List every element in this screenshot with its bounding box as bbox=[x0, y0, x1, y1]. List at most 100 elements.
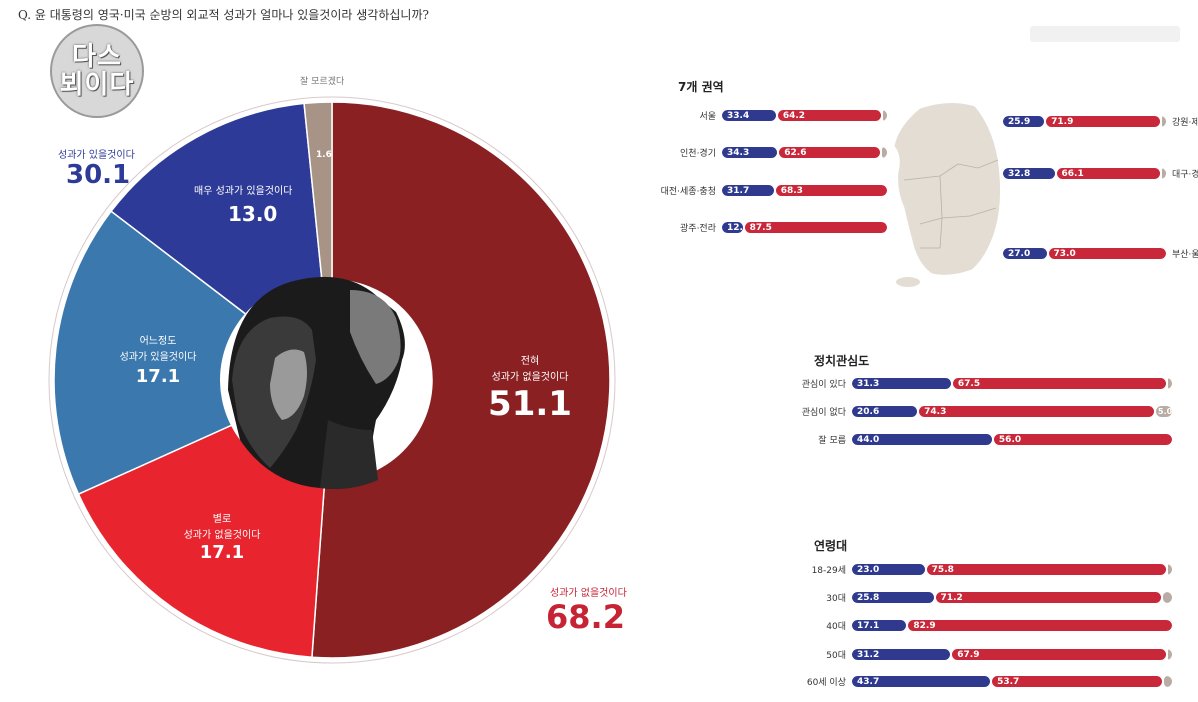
region-row-1-red: 64.2 bbox=[777, 110, 882, 121]
interest-row-2-label: 관심이 없다 bbox=[801, 408, 846, 418]
age-row-3-red: 82.9 bbox=[908, 620, 1172, 631]
age-row-1-blue: 23.0 bbox=[852, 564, 925, 575]
age-row-5-label: 60세 이상 bbox=[806, 678, 846, 688]
group-no-label: 성과가 없을것이다 bbox=[550, 588, 627, 599]
outer-ring bbox=[48, 96, 616, 664]
interest-row-1-red: 67.5 bbox=[952, 378, 1167, 389]
none-no-value: 51.1 bbox=[488, 384, 572, 424]
watermark bbox=[1030, 26, 1180, 42]
regions-title: 7개 권역 bbox=[678, 80, 724, 94]
interest-row-2-grey: 5.0 bbox=[1156, 406, 1172, 417]
age-row-5-rest bbox=[1163, 676, 1172, 687]
age-row-2-blue: 25.8 bbox=[852, 592, 934, 603]
region-row-5-red: 71.9 bbox=[1046, 116, 1161, 127]
region-row-3-label: 대전·세종·충청 bbox=[660, 187, 716, 197]
korea-map bbox=[893, 102, 1002, 287]
region-row-5: 25.9 71.9 bbox=[1003, 116, 1166, 127]
age-row-3-blue: 17.1 bbox=[852, 620, 907, 631]
little-no-label-1: 별로 bbox=[212, 514, 232, 525]
interest-row-3-label: 잘 모름 bbox=[818, 436, 846, 446]
age-row-1: 23.0 75.8 bbox=[852, 564, 1172, 575]
little-no-label-2: 성과가 없을것이다 bbox=[183, 530, 261, 541]
age-row-3-label: 40대 bbox=[826, 622, 846, 632]
little-no-value: 17.1 bbox=[199, 542, 245, 563]
region-row-6: 32.8 66.1 bbox=[1003, 168, 1166, 179]
region-row-2-label: 인천·경기 bbox=[680, 149, 716, 159]
interest-title: 정치관심도 bbox=[814, 354, 870, 368]
region-row-1: 33.4 64.2 bbox=[722, 110, 887, 121]
region-row-1-blue: 33.4 bbox=[722, 110, 776, 121]
interest-row-3-red: 56.0 bbox=[993, 434, 1172, 445]
region-row-7-label: 부산·울 bbox=[1172, 250, 1198, 260]
interest-row-3: 44.0 56.0 bbox=[852, 434, 1172, 445]
region-row-6-red: 66.1 bbox=[1056, 168, 1161, 179]
region-row-7-blue: 27.0 bbox=[1003, 248, 1047, 259]
age-row-1-rest bbox=[1168, 564, 1172, 575]
region-row-3: 31.7 68.3 bbox=[722, 185, 887, 196]
center-photo bbox=[220, 276, 420, 489]
some-yes-label-2: 성과가 있을것이다 bbox=[119, 352, 197, 363]
age-title: 연령대 bbox=[814, 539, 848, 553]
question-text: Q. 윤 대통령의 영국·미국 순방의 외교적 성과가 얼마나 있을것이라 생각… bbox=[18, 8, 429, 22]
channel-logo: 다스 뵈이다 bbox=[50, 24, 144, 118]
region-row-2-blue: 34.3 bbox=[722, 147, 778, 158]
donut-chart bbox=[48, 96, 616, 664]
group-yes-label: 성과가 있을것이다 bbox=[58, 150, 135, 161]
very-yes-label: 매우 성과가 있을것이다 bbox=[194, 186, 293, 197]
interest-row-2-red: 74.3 bbox=[919, 406, 1154, 417]
region-row-4-red: 87.5 bbox=[744, 222, 887, 233]
age-row-2-rest bbox=[1162, 592, 1172, 603]
dont-know-label: 잘 모르겠다 bbox=[300, 77, 345, 87]
region-row-2-red: 62.6 bbox=[779, 147, 881, 158]
none-no-label-1: 전혀 bbox=[520, 356, 540, 367]
age-row-5: 43.7 53.7 bbox=[852, 676, 1172, 687]
age-row-2-label: 30대 bbox=[826, 594, 846, 604]
interest-row-2-blue: 20.6 bbox=[852, 406, 918, 417]
age-row-4-red: 67.9 bbox=[952, 649, 1167, 660]
age-row-4-label: 50대 bbox=[826, 651, 846, 661]
age-row-1-label: 18-29세 bbox=[811, 566, 846, 576]
region-row-7-red: 73.0 bbox=[1048, 248, 1166, 259]
logo-line-1: 다스 bbox=[72, 42, 122, 72]
some-yes-value: 17.1 bbox=[135, 366, 181, 387]
age-row-5-red: 53.7 bbox=[992, 676, 1162, 687]
none-no-label-2: 성과가 없을것이다 bbox=[491, 372, 569, 383]
region-row-2: 34.3 62.6 bbox=[722, 147, 887, 158]
interest-row-1: 31.3 67.5 bbox=[852, 378, 1172, 389]
region-row-6-label: 대구·경 bbox=[1172, 170, 1198, 180]
age-row-1-red: 75.8 bbox=[926, 564, 1167, 575]
logo-line-2: 뵈이다 bbox=[59, 70, 135, 100]
group-yes-value: 30.1 bbox=[66, 160, 131, 190]
dont-know-value: 1.6 bbox=[316, 150, 332, 160]
age-row-4: 31.2 67.9 bbox=[852, 649, 1172, 660]
interest-row-1-rest bbox=[1168, 378, 1172, 389]
region-row-2-rest bbox=[882, 147, 887, 158]
region-row-4-label: 광주·전라 bbox=[680, 224, 716, 234]
region-row-3-red: 68.3 bbox=[775, 185, 887, 196]
region-row-4-blue: 12.5 bbox=[722, 222, 749, 233]
region-row-5-label: 강원·제 bbox=[1172, 118, 1198, 128]
region-row-5-blue: 25.9 bbox=[1003, 116, 1045, 127]
age-row-4-rest bbox=[1168, 649, 1172, 660]
region-row-3-blue: 31.7 bbox=[722, 185, 774, 196]
interest-row-1-blue: 31.3 bbox=[852, 378, 951, 389]
interest-row-1-label: 관심이 있다 bbox=[801, 380, 846, 390]
region-row-1-label: 서울 bbox=[699, 112, 716, 122]
age-row-3: 17.1 82.9 bbox=[852, 620, 1172, 631]
interest-row-3-blue: 44.0 bbox=[852, 434, 992, 445]
age-row-2: 25.8 71.2 bbox=[852, 592, 1172, 603]
region-row-6-rest bbox=[1162, 168, 1166, 179]
region-row-6-blue: 32.8 bbox=[1003, 168, 1055, 179]
interest-row-2: 20.6 74.3 5.0 bbox=[852, 406, 1172, 417]
region-row-7: 27.0 73.0 bbox=[1003, 248, 1166, 259]
region-row-1-rest bbox=[883, 110, 887, 121]
group-no-value: 68.2 bbox=[546, 598, 625, 636]
age-row-2-red: 71.2 bbox=[935, 592, 1161, 603]
region-row-4: 12.5 87.5 bbox=[722, 222, 887, 233]
region-row-5-rest bbox=[1162, 116, 1166, 127]
slice-none-no bbox=[311, 101, 611, 659]
very-yes-value: 13.0 bbox=[228, 202, 278, 226]
some-yes-label-1: 어느정도 bbox=[139, 336, 177, 347]
age-row-5-blue: 43.7 bbox=[852, 676, 991, 687]
age-row-4-blue: 31.2 bbox=[852, 649, 951, 660]
